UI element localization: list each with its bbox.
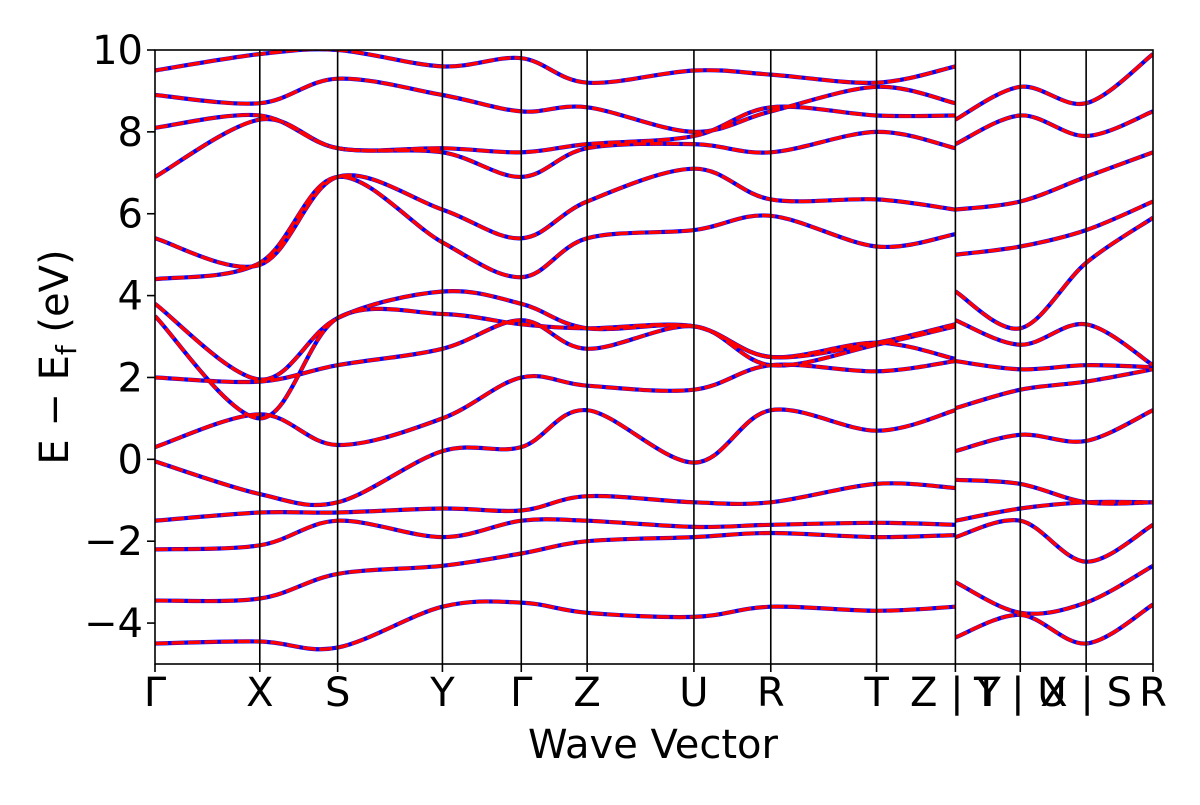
x-tick-label: U <box>679 670 708 716</box>
band-line-blue-25 <box>955 199 1153 257</box>
y-axis-label-subscript: f <box>50 344 83 355</box>
band-line-blue-17 <box>954 518 1153 564</box>
band-line-red-24 <box>954 216 1153 331</box>
y-axis-ticks: −4 −2 0 2 4 6 8 10 <box>84 28 155 647</box>
band-line-blue-12 <box>155 104 956 155</box>
band-line-blue-20 <box>954 408 1153 454</box>
x-tick-label: T | U <box>973 670 1067 716</box>
y-tick-label: 0 <box>118 437 143 483</box>
band-line-red-2 <box>155 517 956 552</box>
band-line-blue-9 <box>155 174 956 282</box>
band-line-blue-16 <box>954 563 1153 616</box>
y-tick-label: −4 <box>84 601 143 647</box>
band-line-red-19 <box>955 478 1153 506</box>
band-line-red-28 <box>954 52 1153 122</box>
band-line-red-16 <box>954 564 1153 616</box>
band-line-red-5 <box>155 359 956 449</box>
band-line-red-23 <box>954 318 1153 367</box>
band-line-red-25 <box>955 199 1153 257</box>
band-line-red-4 <box>155 407 956 507</box>
kpoint-divider-lines <box>258 50 1087 664</box>
band-line-red-1 <box>155 531 956 603</box>
band-line-red-9 <box>155 175 956 281</box>
x-tick-label: Γ <box>510 670 533 716</box>
band-line-blue-13 <box>155 76 956 135</box>
x-tick-label: Z <box>573 670 600 716</box>
band-line-blue-23 <box>954 318 1153 367</box>
x-tick-label: X | S <box>1040 670 1132 716</box>
y-axis-label-unit: (eV) <box>32 249 78 345</box>
band-line-red-10 <box>155 166 956 269</box>
y-tick-label: 2 <box>118 355 143 401</box>
y-tick-label: 10 <box>92 28 143 74</box>
x-tick-label: S <box>325 670 350 716</box>
x-tick-label: Z | Y <box>910 670 1001 716</box>
band-lines <box>155 50 1153 652</box>
x-axis-label: Wave Vector <box>528 722 779 768</box>
y-tick-label: 8 <box>118 110 143 156</box>
band-line-red-22 <box>955 359 1153 372</box>
band-line-red-3 <box>155 481 956 523</box>
band-line-blue-24 <box>954 216 1153 331</box>
y-tick-label: 6 <box>118 192 143 238</box>
band-line-red-26 <box>955 150 1153 212</box>
band-line-blue-28 <box>954 52 1153 122</box>
band-line-red-8 <box>155 289 956 382</box>
x-tick-label: T <box>863 670 889 716</box>
band-line-red-27 <box>954 109 1153 146</box>
y-axis-label-main: E − E <box>32 355 78 465</box>
band-line-red-15 <box>954 603 1153 646</box>
y-tick-label: −2 <box>84 519 143 565</box>
band-line-red-7 <box>155 307 956 421</box>
band-line-blue-7 <box>155 306 956 421</box>
band-line-red-13 <box>155 76 956 134</box>
band-line-red-12 <box>155 104 956 155</box>
y-axis-label: E − Ef (eV) <box>32 249 83 464</box>
band-line-red-0 <box>155 599 956 651</box>
x-tick-label: X <box>246 670 273 716</box>
band-line-blue-14 <box>155 50 956 86</box>
x-tick-label: Y <box>429 670 455 716</box>
x-tick-label: R <box>757 670 785 716</box>
x-tick-label: R <box>1139 670 1167 716</box>
band-line-red-20 <box>954 408 1153 453</box>
band-line-blue-26 <box>955 150 1153 212</box>
band-line-red-17 <box>954 518 1153 564</box>
band-line-red-21 <box>954 367 1153 410</box>
y-tick-label: 4 <box>118 274 143 320</box>
plot-frame <box>154 49 1154 665</box>
x-tick-label: Γ <box>144 670 167 716</box>
